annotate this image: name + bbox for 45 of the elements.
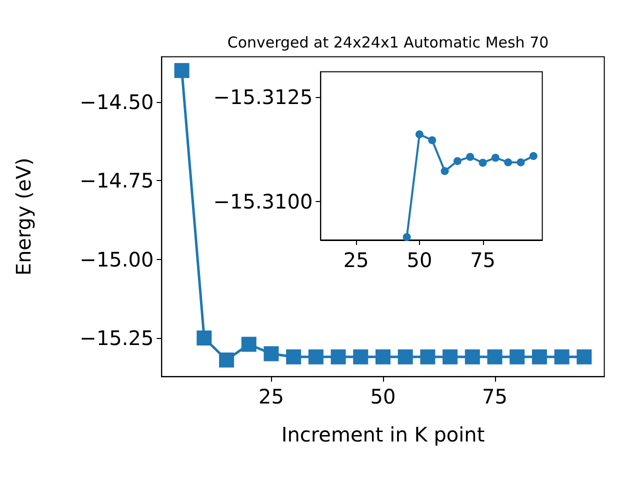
- y-axis-title: Energy (eV): [12, 158, 36, 276]
- x-tick-label: 25: [343, 248, 369, 272]
- point: [516, 158, 525, 166]
- y-tick-label: −15.3125: [213, 85, 313, 110]
- point: [532, 349, 547, 364]
- x-tick-label: 75: [470, 248, 496, 272]
- point: [554, 349, 570, 364]
- point: [308, 349, 324, 364]
- point: [428, 136, 436, 144]
- point: [196, 330, 212, 346]
- chart-title: Converged at 24x24x1 Automatic Mesh 70: [227, 34, 549, 52]
- x-axis-title: Increment in K point: [281, 422, 485, 447]
- point: [529, 152, 538, 160]
- x-tick-label: 25: [258, 384, 284, 409]
- y-tick-label: −15.25: [80, 326, 154, 350]
- point: [264, 346, 279, 362]
- y-tick-label: −15.3100: [213, 190, 313, 214]
- y-tick-label: −14.50: [80, 90, 154, 114]
- point: [420, 349, 436, 364]
- point: [286, 349, 302, 364]
- point: [491, 154, 500, 162]
- x-tick-label: 50: [370, 384, 396, 409]
- point: [402, 233, 411, 242]
- point: [415, 130, 424, 138]
- point: [453, 157, 462, 166]
- x-tick-label: 50: [406, 248, 432, 272]
- point: [504, 158, 512, 166]
- point: [487, 349, 502, 364]
- point: [576, 349, 592, 364]
- point: [219, 352, 234, 368]
- point: [353, 349, 368, 364]
- point: [510, 349, 525, 364]
- point: [464, 349, 480, 364]
- point: [466, 152, 474, 161]
- x-tick-label: 75: [482, 384, 508, 409]
- point: [174, 63, 190, 78]
- point: [330, 349, 346, 364]
- point: [440, 167, 449, 176]
- point: [398, 349, 413, 364]
- point: [478, 158, 487, 167]
- y-tick-label: −15.00: [80, 247, 154, 272]
- y-tick-label: −14.75: [80, 168, 154, 193]
- point: [241, 336, 256, 352]
- point: [376, 349, 390, 364]
- point: [442, 349, 458, 364]
